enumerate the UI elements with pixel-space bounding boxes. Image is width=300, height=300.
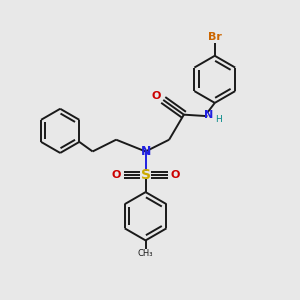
Text: H: H	[215, 115, 222, 124]
Text: O: O	[151, 91, 160, 100]
Text: O: O	[112, 170, 121, 180]
Text: S: S	[141, 168, 151, 182]
Text: CH₃: CH₃	[138, 249, 153, 258]
Text: N: N	[204, 110, 214, 120]
Text: N: N	[140, 145, 151, 158]
Text: Br: Br	[208, 32, 222, 42]
Text: O: O	[170, 170, 180, 180]
